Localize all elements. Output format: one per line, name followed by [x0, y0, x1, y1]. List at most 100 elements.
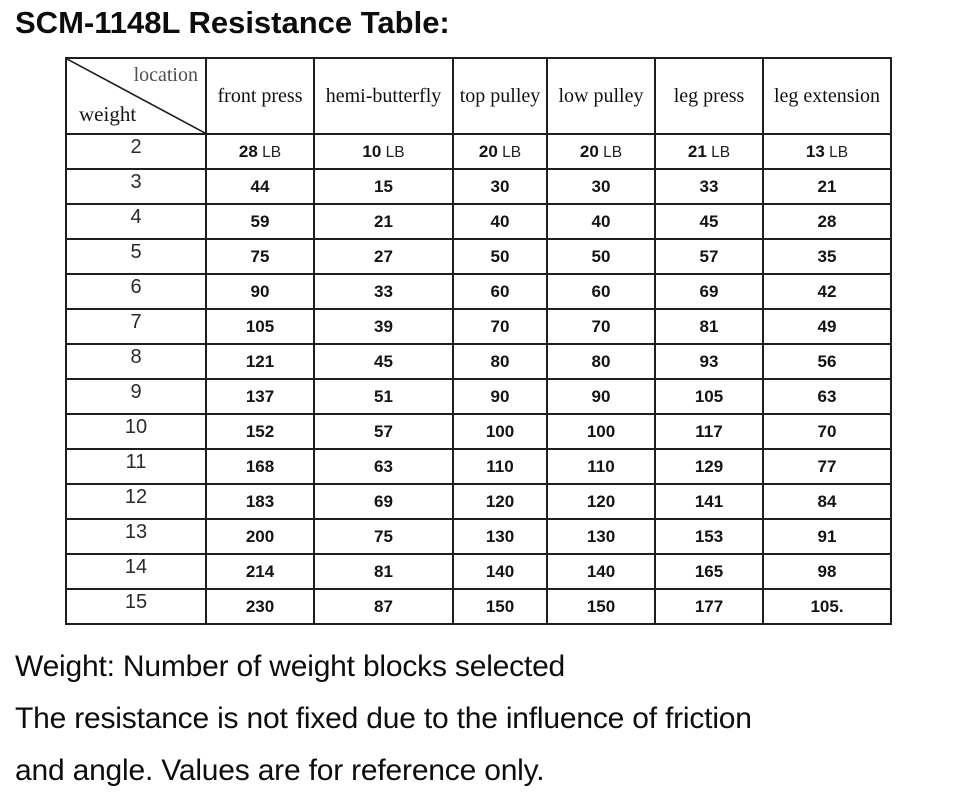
value-cell: 20 LB	[452, 133, 548, 170]
value-number: 60	[490, 281, 510, 301]
value-number: 105	[694, 386, 724, 406]
value-number: 110	[486, 456, 514, 476]
value-cell: 91	[762, 518, 892, 555]
value-cell: 80	[546, 343, 656, 380]
note-line-resistance-disclaimer-2: and angle. Values are for reference only…	[15, 754, 545, 787]
value-cell: 230	[205, 588, 315, 625]
value-cell: 15	[313, 168, 454, 205]
value-cell: 57	[313, 413, 454, 450]
value-cell: 63	[313, 448, 454, 485]
value-number: 150	[586, 596, 616, 616]
value-number: 137	[245, 386, 275, 406]
value-cell: 183	[205, 483, 315, 520]
value-cell: 168	[205, 448, 315, 485]
value-cell: 77	[762, 448, 892, 485]
value-number: 120	[485, 491, 515, 511]
value-number: 40	[490, 211, 510, 231]
table-row: 5 75 27 50 50 57 35	[65, 238, 892, 275]
value-cell: 42	[762, 273, 892, 310]
table-row: 11 168 63 110 110 129 77	[65, 448, 892, 485]
weight-cell: 6	[65, 273, 207, 310]
value-cell: 44	[205, 168, 315, 205]
column-header-top-pulley: top pulley	[452, 57, 548, 135]
value-cell: 45	[654, 203, 764, 240]
value-cell: 120	[546, 483, 656, 520]
value-cell: 150	[452, 588, 548, 625]
weight-cell: 7	[65, 308, 207, 345]
value-number: 70	[817, 421, 837, 441]
column-header-leg-extension: leg extension	[762, 57, 892, 135]
table-row: 8 121 45 80 80 93 56	[65, 343, 892, 380]
note-line-resistance-disclaimer-1: The resistance is not fixed due to the i…	[15, 702, 752, 735]
column-header-leg-press: leg press	[654, 57, 764, 135]
value-number: 63	[817, 386, 837, 406]
corner-cell: location weight	[65, 57, 207, 135]
weight-cell: 3	[65, 168, 207, 205]
value-cell: 10 LB	[313, 133, 454, 170]
value-cell: 45	[313, 343, 454, 380]
value-number: 100	[485, 421, 515, 441]
table-row: 7 105 39 70 70 81 49	[65, 308, 892, 345]
value-cell: 93	[654, 343, 764, 380]
value-number: 60	[591, 281, 611, 301]
value-number: 10	[362, 141, 382, 161]
value-cell: 21	[762, 168, 892, 205]
value-number: 59	[250, 211, 270, 231]
value-unit: LB	[706, 143, 731, 161]
value-number: 214	[245, 561, 275, 581]
page-title: SCM-1148L Resistance Table:	[15, 5, 450, 40]
value-cell: 105.	[762, 588, 892, 625]
table-row: 6 90 33 60 60 69 42	[65, 273, 892, 310]
value-cell: 30	[546, 168, 656, 205]
value-number: 129	[694, 456, 724, 476]
table-body: 2 28 LB 10 LB 20 LB 20 LB 21 LB 13 LB 3 44 15 30 30…	[65, 133, 892, 625]
table-row: 15 230 87 150 150 177 105.	[65, 588, 892, 625]
value-number: 81	[699, 316, 719, 336]
column-header-front-press: front press	[205, 57, 315, 135]
table-row: 9 137 51 90 90 105 63	[65, 378, 892, 415]
value-cell: 75	[313, 518, 454, 555]
value-unit: LB	[497, 143, 522, 161]
value-cell: 63	[762, 378, 892, 415]
value-cell: 81	[654, 308, 764, 345]
column-header-hemi-butterfly: hemi-butterfly	[313, 57, 454, 135]
weight-cell: 14	[65, 553, 207, 590]
value-cell: 57	[654, 238, 764, 275]
value-number: 70	[591, 316, 611, 336]
table-row: 13 200 75 130 130 153 91	[65, 518, 892, 555]
value-cell: 100	[546, 413, 656, 450]
value-cell: 150	[546, 588, 656, 625]
value-cell: 50	[546, 238, 656, 275]
value-cell: 28 LB	[205, 133, 315, 170]
table-row: 2 28 LB 10 LB 20 LB 20 LB 21 LB 13 LB	[65, 133, 892, 170]
weight-cell: 2	[65, 133, 207, 170]
value-cell: 13 LB	[762, 133, 892, 170]
value-cell: 130	[452, 518, 548, 555]
corner-label-location: location	[133, 64, 198, 86]
value-number: 30	[490, 176, 510, 196]
value-number: 39	[374, 316, 393, 336]
value-number: 27	[374, 246, 393, 266]
value-number: 15	[374, 176, 393, 196]
value-number: 56	[817, 351, 837, 371]
value-cell: 84	[762, 483, 892, 520]
value-number: 80	[591, 351, 611, 371]
table-row: 4 59 21 40 40 45 28	[65, 203, 892, 240]
note-line-weight-definition: Weight: Number of weight blocks selected	[15, 650, 566, 683]
value-number: 98	[817, 561, 837, 581]
value-number: 28	[238, 141, 258, 161]
value-number: 30	[591, 176, 611, 196]
value-cell: 105	[205, 308, 315, 345]
value-unit: LB	[381, 143, 405, 161]
value-cell: 33	[654, 168, 764, 205]
value-cell: 49	[762, 308, 892, 345]
value-cell: 90	[546, 378, 656, 415]
value-cell: 56	[762, 343, 892, 380]
weight-cell: 8	[65, 343, 207, 380]
value-number: 42	[817, 281, 837, 301]
value-number: 177	[694, 596, 724, 616]
value-cell: 51	[313, 378, 454, 415]
value-number: 45	[374, 351, 393, 371]
value-cell: 117	[654, 413, 764, 450]
